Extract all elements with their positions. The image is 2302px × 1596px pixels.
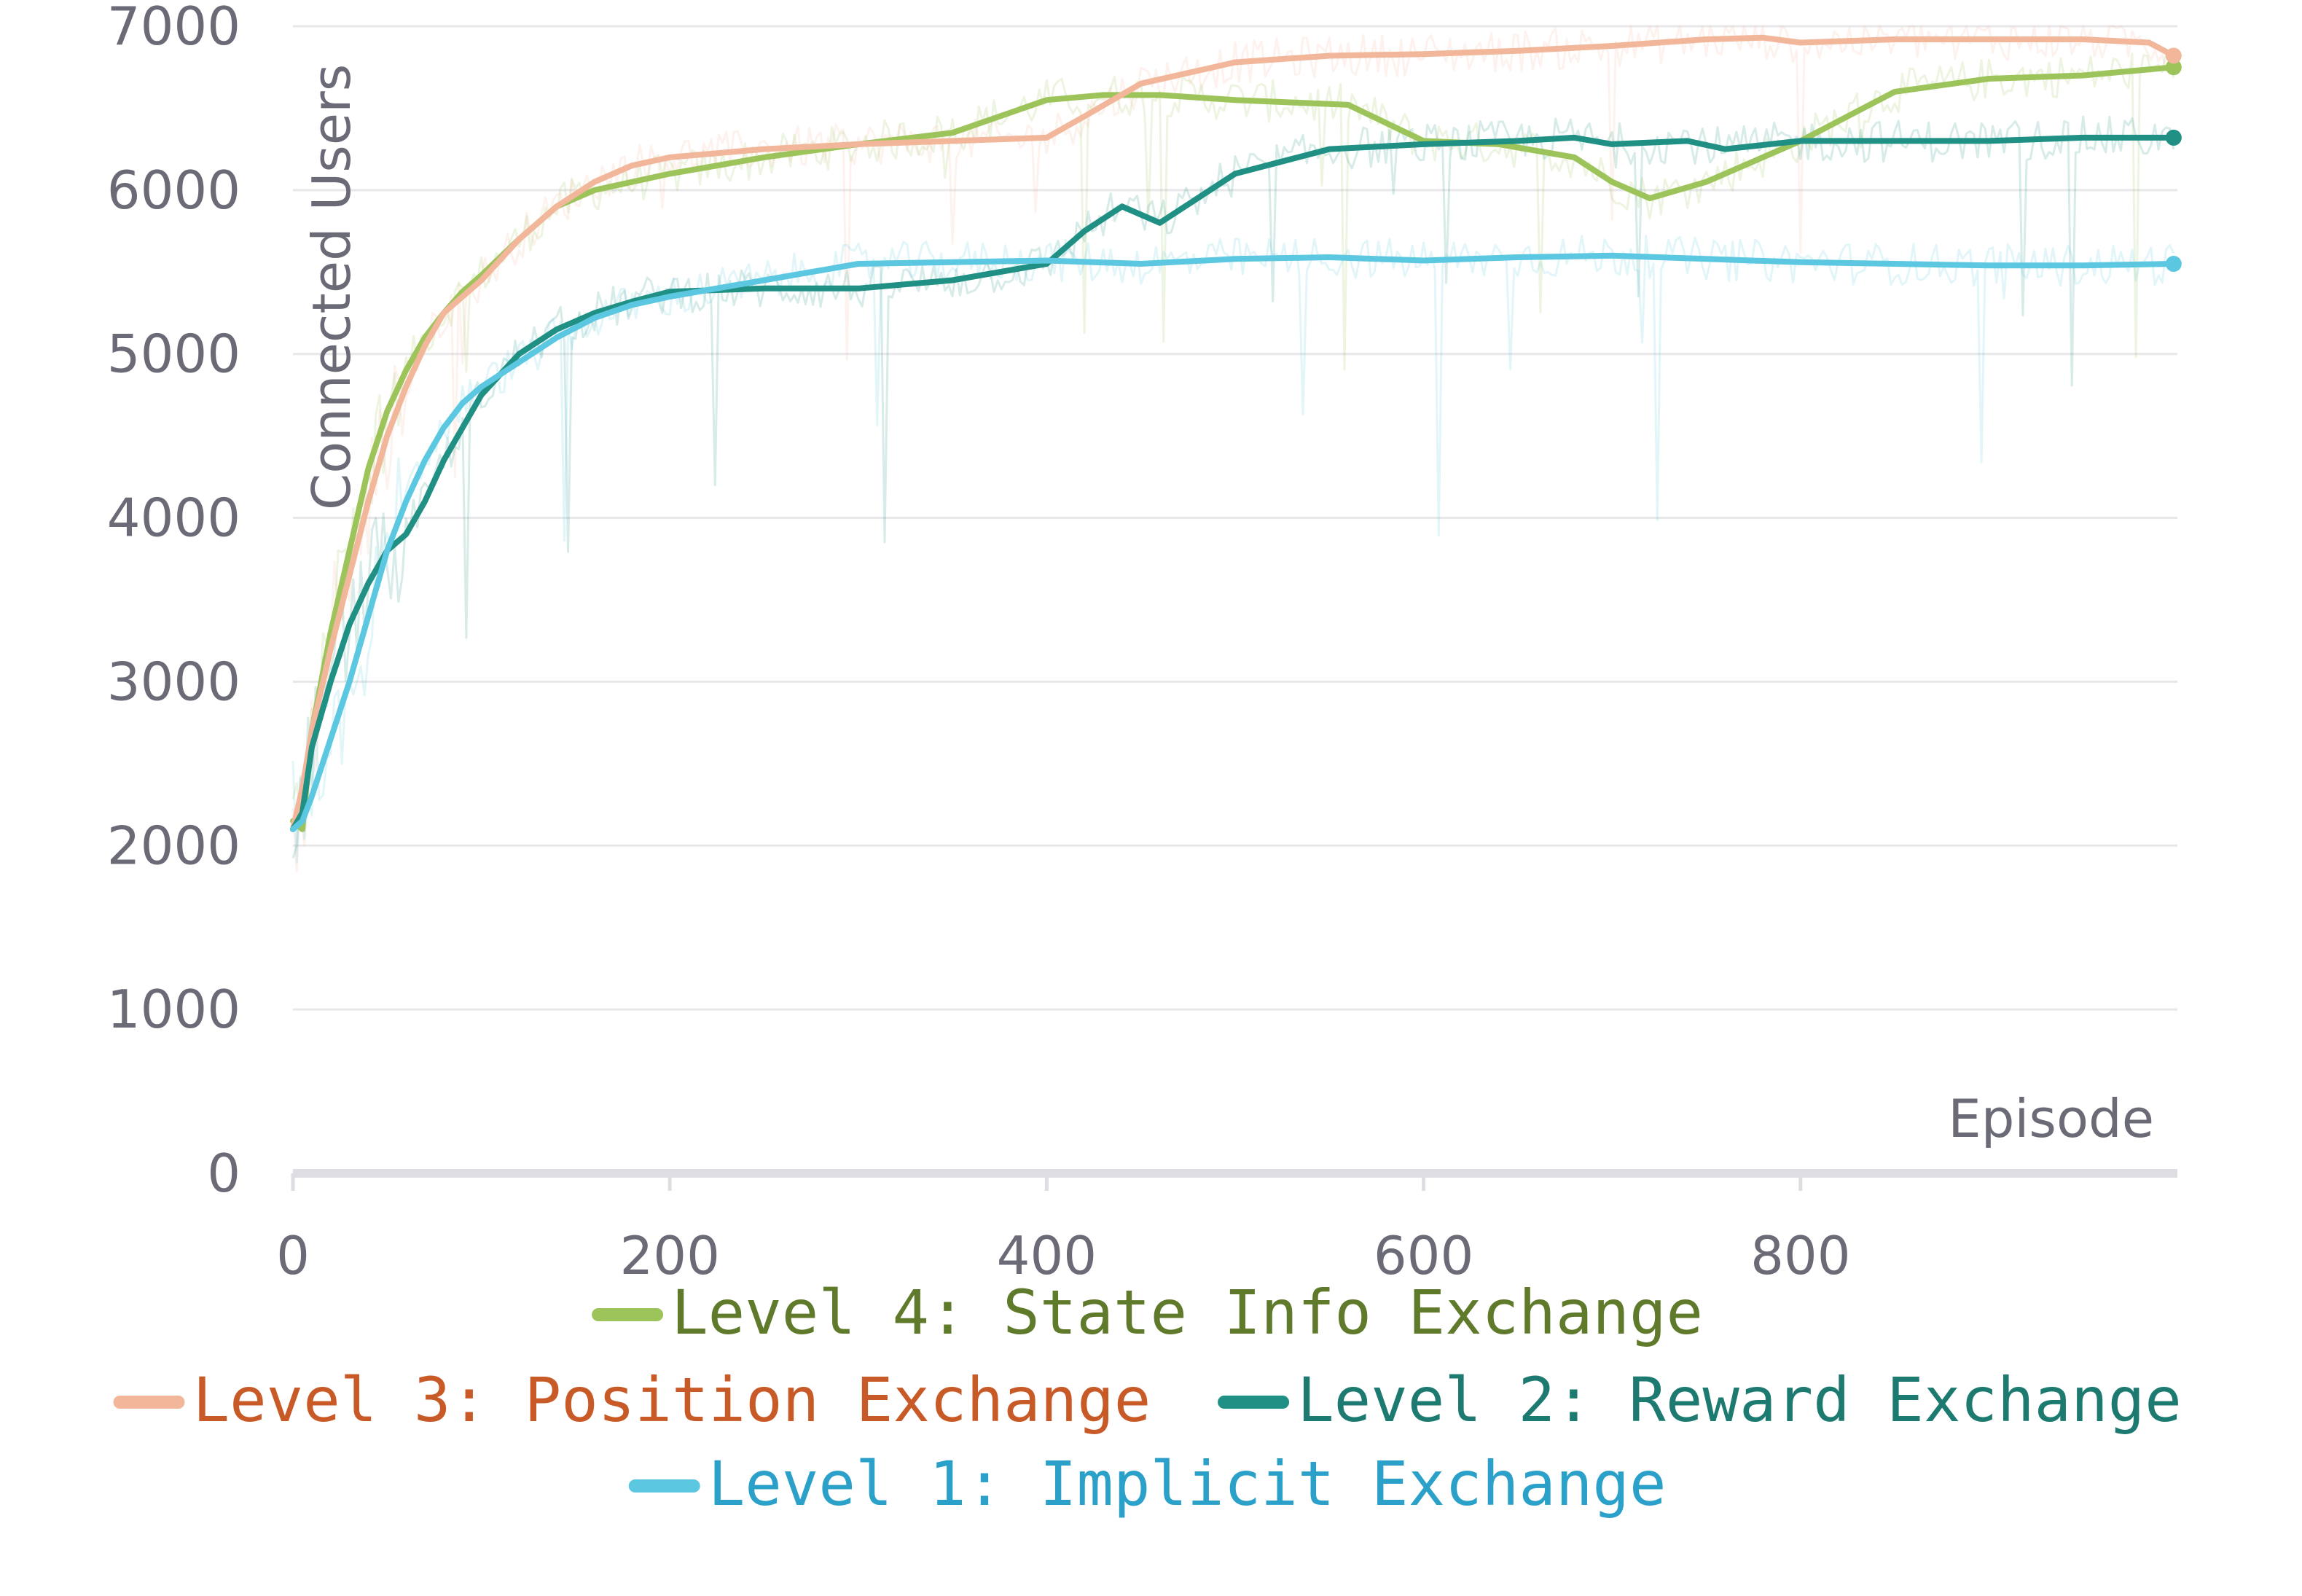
x-tick-labels: 0 200 400 600 800 — [276, 1225, 1850, 1286]
y-tick-label-4: 4000 — [107, 488, 240, 549]
legend-label-1: Level 3: Position Exchange — [193, 1364, 1151, 1436]
series-end-marker-3 — [2165, 256, 2182, 273]
y-tick-label-0: 0 — [207, 1143, 240, 1204]
y-tick-label-7: 7000 — [107, 0, 240, 57]
x-axis-label: Episode — [1948, 1088, 2154, 1149]
x-tick-label-3: 600 — [1374, 1225, 1473, 1286]
legend-label-3: Level 1: Implicit Exchange — [708, 1448, 1667, 1519]
y-tick-label-1: 1000 — [107, 979, 240, 1040]
y-tick-label-6: 6000 — [107, 160, 240, 221]
series-line-0 — [290, 64, 2177, 832]
x-tick-label-4: 800 — [1750, 1225, 1850, 1286]
x-tick-label-1: 200 — [619, 1225, 719, 1286]
y-tick-label-2: 2000 — [107, 815, 240, 876]
y-tick-label-3: 3000 — [107, 651, 240, 712]
y-axis-label: Connected Users — [301, 64, 362, 510]
series-line-3 — [290, 252, 2177, 832]
raw-trace-series-3 — [291, 234, 2175, 864]
series-end-marker-1 — [2165, 47, 2182, 64]
legend-label-0: Level 4: State Info Exchange — [671, 1277, 1703, 1348]
series-end-marker-2 — [2165, 129, 2182, 146]
raw-series-traces — [291, 25, 2175, 873]
y-tick-label-5: 5000 — [107, 324, 240, 385]
x-tick-label-2: 400 — [997, 1225, 1097, 1286]
legend: Level 4: State Info Exchange Level 3: Pos… — [113, 1277, 2182, 1519]
raw-trace-series-2 — [291, 115, 2175, 859]
series-end-marker-0 — [2165, 59, 2182, 76]
smoothed-series-lines — [290, 34, 2182, 832]
series-line-1 — [290, 34, 2177, 832]
raw-trace-series-1 — [291, 25, 2175, 873]
x-tick-label-0: 0 — [276, 1225, 310, 1286]
y-tick-labels: 0 1000 2000 3000 4000 5000 6000 7000 — [107, 0, 240, 1204]
series-line-2 — [290, 134, 2177, 832]
legend-label-2: Level 2: Reward Exchange — [1297, 1364, 2182, 1436]
